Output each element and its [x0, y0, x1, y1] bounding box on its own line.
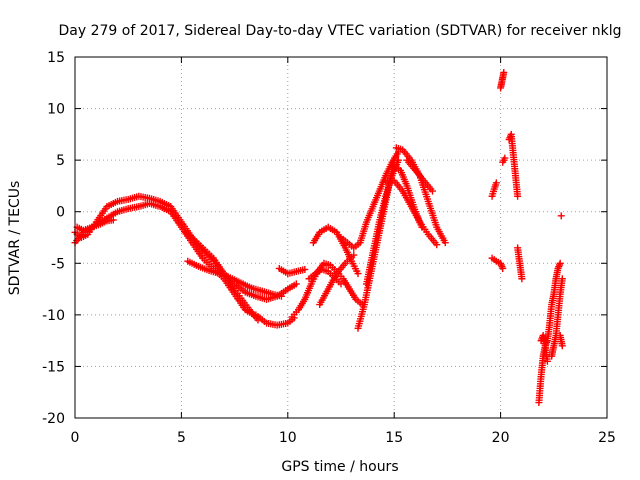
- series-arc-19: [488, 179, 500, 200]
- y-tick-label: 15: [47, 50, 65, 66]
- y-tick-label: 5: [56, 153, 65, 169]
- chart-title: Day 279 of 2017, Sidereal Day-to-day VTE…: [59, 23, 622, 39]
- x-tick-label: 10: [279, 430, 297, 446]
- x-tick-label: 15: [385, 430, 403, 446]
- y-axis-title: SDTVAR / TECUs: [7, 181, 23, 296]
- x-tick-labels: 0 5 10 15 20 25: [71, 430, 616, 446]
- x-tick-label: 20: [492, 430, 510, 446]
- x-axis-title: GPS time / hours: [281, 459, 398, 475]
- data-point: [441, 239, 449, 247]
- data-point: [558, 275, 566, 283]
- y-tick-label: -10: [42, 308, 65, 324]
- data-point: [558, 342, 566, 350]
- data-point: [500, 68, 508, 76]
- series-arc-21: [497, 68, 508, 92]
- series-arc-27: [537, 331, 551, 365]
- data-points: [71, 68, 566, 407]
- gridlines: [75, 57, 607, 418]
- series-arc-17: [382, 177, 441, 249]
- data-point: [501, 154, 509, 162]
- y-tick-label: -15: [42, 359, 65, 375]
- series-arc-5: [182, 228, 262, 324]
- y-tick-label: -5: [51, 256, 65, 272]
- data-point: [337, 280, 345, 288]
- data-point: [499, 264, 507, 272]
- series-arc-7: [275, 264, 309, 278]
- data-point: [394, 156, 402, 164]
- series-arc-24: [514, 244, 526, 283]
- series-arc-6: [252, 311, 298, 329]
- series-arc-28: [556, 331, 566, 350]
- data-point: [492, 179, 500, 187]
- series-arc-22: [499, 154, 509, 166]
- series-arc-10: [305, 265, 345, 288]
- y-tick-labels: -20 -15 -10 -5 0 5 10 15: [42, 50, 65, 427]
- data-point: [429, 187, 437, 195]
- data-point: [557, 212, 565, 220]
- series-arc-29: [557, 212, 565, 220]
- series-arc-12: [337, 148, 402, 252]
- y-tick-label: -20: [42, 411, 65, 427]
- series-arc-1: [71, 192, 300, 303]
- series-arc-23: [505, 130, 522, 200]
- plot-frame: [74, 56, 608, 419]
- data-point: [292, 280, 300, 288]
- data-point: [301, 265, 309, 273]
- y-tick-label: 0: [56, 205, 65, 221]
- series-arc-16: [390, 161, 426, 231]
- series-arc-18: [403, 156, 437, 195]
- series-arc-3: [73, 216, 117, 234]
- data-point: [556, 259, 564, 267]
- data-point: [433, 241, 441, 249]
- data-point: [498, 263, 506, 271]
- data-point: [555, 263, 563, 271]
- series-arc-4: [184, 257, 285, 300]
- data-point: [277, 292, 285, 300]
- axis-ticks: [74, 56, 608, 419]
- series-arc-20: [488, 254, 507, 272]
- x-tick-label: 25: [598, 430, 616, 446]
- x-tick-label: 0: [71, 430, 80, 446]
- data-point: [518, 275, 526, 283]
- x-tick-label: 5: [177, 430, 186, 446]
- data-point: [109, 216, 117, 224]
- y-tick-label: 10: [47, 102, 65, 118]
- data-point: [514, 192, 522, 200]
- data-point: [543, 357, 551, 365]
- data-point: [354, 270, 362, 278]
